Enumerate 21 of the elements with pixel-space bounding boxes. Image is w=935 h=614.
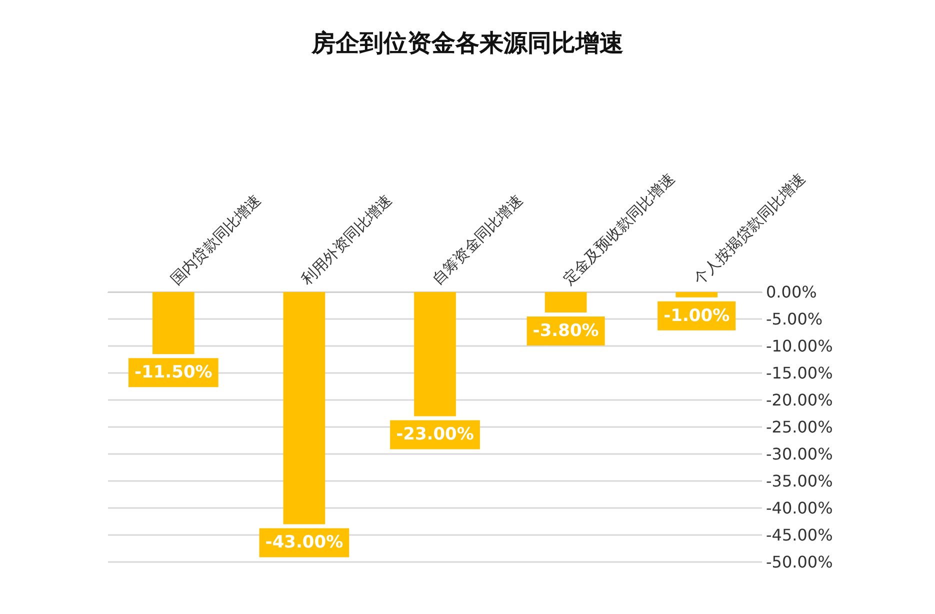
y-tick-label: -35.00% [766,472,833,490]
y-tick-label: -20.00% [766,390,833,410]
x-tick-label: 定金及预收款同比增速 [559,170,678,288]
data-label: -23.00% [396,424,474,445]
data-label: -1.00% [664,306,730,326]
chart-title: 房企到位资金各来源同比增速 [310,29,624,57]
y-tick-label: -15.00% [766,364,833,382]
data-label: -43.00% [265,532,344,553]
y-tick-label: -45.00% [766,526,833,544]
x-tick-label: 利用外资同比增速 [298,190,396,288]
x-tick-label: 自筹资金同比增速 [428,190,526,288]
y-tick-label: -5.00% [766,310,823,328]
y-tick-label: -10.00% [766,336,833,356]
y-tick-label: -40.00% [766,498,833,518]
x-tick-label: 国内贷款同比增速 [167,190,265,288]
data-label: -11.50% [134,362,212,383]
y-tick-label: -50.00% [766,552,833,572]
y-tick-label: 0.00% [766,282,817,302]
y-tick-label: -25.00% [766,418,833,436]
y-tick-label: -30.00% [766,444,833,464]
data-label: -3.80% [532,321,599,342]
